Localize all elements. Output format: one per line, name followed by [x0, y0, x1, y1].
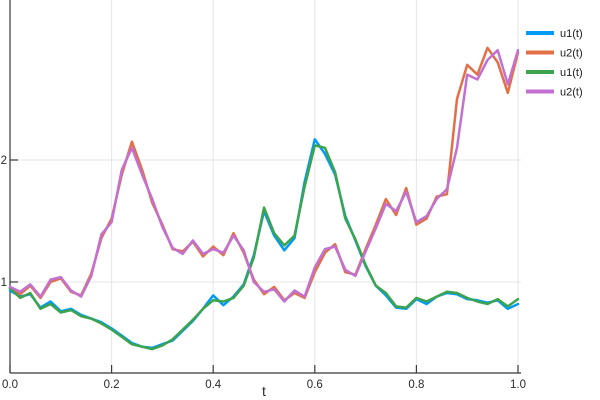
legend-item: u1(t) — [526, 28, 583, 40]
legend-label: u2(t) — [560, 48, 583, 60]
x-tick-label: 0.4 — [205, 379, 222, 391]
x-tick-label: 0.2 — [104, 379, 120, 391]
x-axis-label: t — [262, 383, 266, 399]
legend-label: u2(t) — [560, 87, 583, 99]
x-tick-label: 1.0 — [510, 379, 526, 391]
series-line-3 — [8, 144, 520, 351]
y-tick-label: 2 — [1, 155, 7, 167]
legend-item: u2(t) — [526, 87, 583, 99]
y-tick-label: 1 — [1, 277, 7, 289]
x-tick-label: 0.0 — [2, 379, 18, 391]
x-tick-label: 0.8 — [408, 379, 424, 391]
legend-label: u1(t) — [560, 28, 583, 40]
legend-label: u1(t) — [560, 67, 583, 79]
series-line-4 — [8, 48, 520, 303]
x-tick-label: 0.6 — [307, 379, 323, 391]
legend-item: u2(t) — [526, 48, 583, 60]
legend-item: u1(t) — [526, 67, 583, 79]
